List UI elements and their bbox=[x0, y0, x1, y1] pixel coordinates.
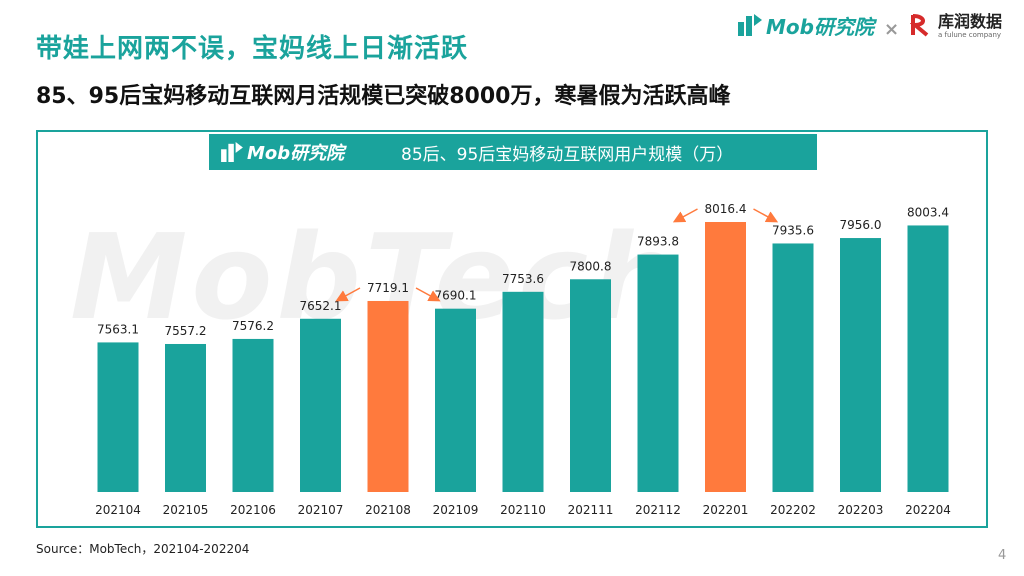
partner-brand-text: 库润数据 bbox=[938, 11, 1003, 31]
bar-202201 bbox=[705, 222, 746, 492]
value-label-202110: 7753.6 bbox=[502, 272, 544, 286]
x-tick-label-202111: 202111 bbox=[568, 503, 614, 517]
page-subtitle: 85、95后宝妈移动互联网月活规模已突破8000万，寒暑假为活跃高峰 bbox=[36, 84, 731, 109]
x-tick-label-202203: 202203 bbox=[838, 503, 884, 517]
value-label-202106: 7576.2 bbox=[232, 319, 274, 333]
bar-202112 bbox=[637, 254, 679, 492]
arrow-left-202201 bbox=[672, 208, 698, 223]
x-tick-label-202106: 202106 bbox=[230, 503, 276, 517]
mob-logo-icon bbox=[221, 142, 243, 162]
x-tick-label-202201: 202201 bbox=[703, 503, 749, 517]
x-tick-label-202112: 202112 bbox=[635, 503, 681, 517]
value-label-202107: 7652.1 bbox=[300, 299, 342, 313]
bar-202110 bbox=[502, 291, 544, 492]
value-label-202112: 7893.8 bbox=[637, 235, 679, 249]
value-label-202203: 7956.0 bbox=[840, 218, 882, 232]
value-label-202109: 7690.1 bbox=[435, 289, 477, 303]
x-tick-label-202110: 202110 bbox=[500, 503, 546, 517]
mob-brand-text: Mob研究院 bbox=[766, 14, 874, 39]
chart-frame bbox=[36, 130, 988, 528]
page-number: 4 bbox=[998, 548, 1007, 563]
value-label-202111: 7800.8 bbox=[570, 259, 612, 273]
arrow-left-202108 bbox=[335, 287, 361, 302]
value-label-202104: 7563.1 bbox=[97, 322, 139, 336]
bar-202104 bbox=[97, 342, 139, 492]
source-note: Source：MobTech，202104-202204 bbox=[36, 542, 250, 556]
bar-202106 bbox=[232, 338, 274, 492]
bar-202202 bbox=[772, 243, 814, 492]
value-label-202204: 8003.4 bbox=[907, 205, 949, 219]
x-tick-label-202105: 202105 bbox=[163, 503, 209, 517]
x-tick-label-202104: 202104 bbox=[95, 503, 141, 517]
x-tick-label-202204: 202204 bbox=[905, 503, 951, 517]
bar-202107 bbox=[300, 318, 341, 492]
bar-202111 bbox=[570, 279, 611, 492]
value-label-202105: 7557.2 bbox=[165, 324, 207, 338]
x-tick-label-202108: 202108 bbox=[365, 503, 411, 517]
arrow-right-202201 bbox=[753, 208, 779, 223]
mob-brand-logo: Mob研究院 bbox=[738, 8, 874, 42]
x-tick-label-202202: 202202 bbox=[770, 503, 816, 517]
value-label-202201: 8016.4 bbox=[705, 202, 747, 216]
x-tick-label-202109: 202109 bbox=[433, 503, 479, 517]
bar-202105 bbox=[165, 343, 206, 492]
bar-202203 bbox=[840, 238, 881, 492]
value-label-202202: 7935.6 bbox=[772, 223, 814, 237]
arrow-right-202108 bbox=[415, 287, 441, 302]
x-tick-label-202107: 202107 bbox=[298, 503, 344, 517]
partner-logo-icon bbox=[910, 14, 929, 37]
bar-202108 bbox=[367, 300, 409, 492]
brand-separator: × bbox=[884, 18, 900, 40]
bar-202204 bbox=[907, 225, 949, 492]
chart-header: Mob研究院 85后、95后宝妈移动互联网用户规模（万） bbox=[209, 134, 817, 170]
chart-title: 85后、95后宝妈移动互联网用户规模（万） bbox=[401, 144, 734, 165]
partner-brand-logo: 库润数据 a fulune company bbox=[910, 8, 1002, 42]
page-title: 带娃上网两不误，宝妈线上日渐活跃 bbox=[36, 34, 469, 64]
chart-header-logo-text: Mob研究院 bbox=[247, 143, 345, 164]
chart-header-logo: Mob研究院 bbox=[221, 139, 371, 165]
mob-logo-icon bbox=[738, 14, 762, 36]
value-label-202108: 7719.1 bbox=[367, 281, 409, 295]
partner-brand-subtext: a fulune company bbox=[938, 30, 1002, 39]
bar-202109 bbox=[435, 308, 476, 492]
